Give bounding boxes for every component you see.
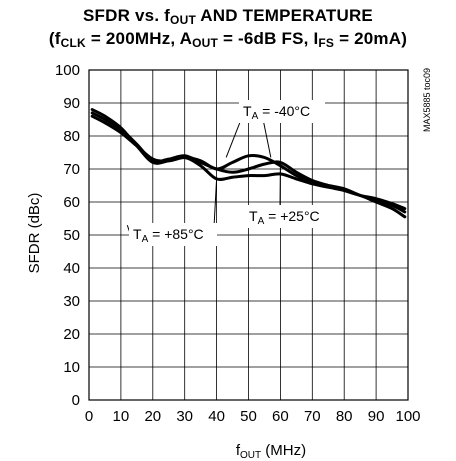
- x-tick-label: 20: [144, 408, 161, 425]
- annotation-background: [245, 205, 333, 228]
- annotation-leader-line: [213, 178, 218, 228]
- y-tick-label: 0: [72, 392, 80, 409]
- x-tick-label: 0: [85, 408, 93, 425]
- chart-title-line-1: SFDR vs. fOUT AND TEMPERATURE: [83, 6, 373, 27]
- x-axis-ticks: 0 10 20 30 40 50 60 70 80 90 100: [85, 408, 421, 425]
- y-tick-label: 30: [63, 293, 80, 310]
- x-tick-label: 30: [176, 408, 193, 425]
- annotation-background: [129, 223, 217, 246]
- annotation-background: [239, 100, 325, 123]
- x-tick-label: 90: [368, 408, 385, 425]
- x-axis-label: fOUT (MHz): [236, 442, 306, 461]
- series-annotations: TA = -40°C TA = +25°C TA = +85°C: [126, 100, 333, 246]
- y-tick-label: 60: [63, 194, 80, 211]
- x-tick-label: 70: [304, 408, 321, 425]
- x-tick-label: 50: [240, 408, 257, 425]
- y-axis-label: SFDR (dBc): [26, 193, 43, 274]
- series-lines: [90, 108, 407, 219]
- y-tick-label: 50: [63, 227, 80, 244]
- label-plus-25c: TA = +25°C: [249, 208, 320, 227]
- series-line-plus-85c: [90, 108, 407, 219]
- part-number-watermark: MAX5885 toc09: [422, 68, 432, 132]
- x-tick-label: 40: [208, 408, 225, 425]
- y-tick-label: 90: [63, 95, 80, 112]
- x-tick-label: 100: [395, 408, 420, 425]
- y-axis-ticks: 0 10 20 30 40 50 60 70 80 90 100: [55, 62, 80, 409]
- label-minus-40c: TA = -40°C: [243, 103, 310, 122]
- y-tick-label: 20: [63, 326, 80, 343]
- y-tick-label: 100: [55, 62, 80, 79]
- y-tick-label: 70: [63, 161, 80, 178]
- x-tick-label: 60: [272, 408, 289, 425]
- x-tick-label: 80: [336, 408, 353, 425]
- annotation-leader-line: [262, 118, 272, 158]
- y-tick-label: 40: [63, 260, 80, 277]
- x-tick-label: 10: [113, 408, 130, 425]
- y-tick-label: 10: [63, 359, 80, 376]
- label-plus-85c: TA = +85°C: [133, 226, 204, 245]
- y-tick-label: 80: [63, 128, 80, 145]
- plot-frame: [88, 69, 409, 401]
- chart-title-line-2: (fCLK = 200MHz, AOUT = -6dB FS, IFS = 20…: [48, 29, 408, 50]
- grid: [89, 70, 408, 400]
